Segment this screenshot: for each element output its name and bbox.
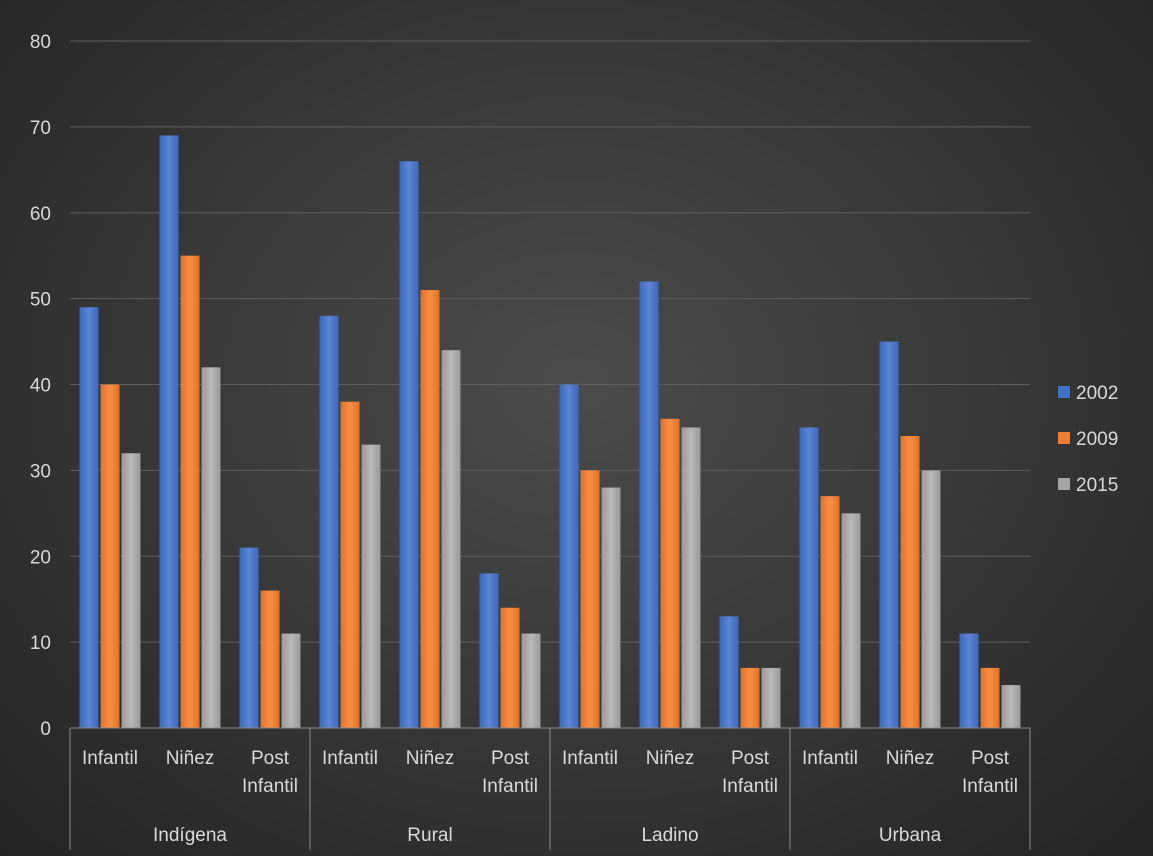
- bar-2009-5: [500, 607, 520, 728]
- bar-2002-9: [799, 427, 819, 728]
- x-category-label: Infantil: [802, 748, 858, 769]
- bar-2009-9: [820, 496, 840, 728]
- x-category-label: Infantil: [322, 748, 378, 769]
- bar-2015-7: [681, 427, 701, 728]
- bar-2009-3: [340, 401, 360, 728]
- bar-2002-11: [959, 633, 979, 728]
- y-tick-label: 50: [30, 290, 51, 311]
- legend-label: 2009: [1076, 429, 1118, 450]
- x-axis: Infantil Niñez Post Infantil Indígena Infanti…: [69, 727, 1031, 850]
- y-tick-label: 40: [30, 376, 51, 397]
- bar-2015-11: [1001, 685, 1021, 728]
- bar-2002-1: [159, 135, 179, 728]
- legend-swatch-2009: [1058, 432, 1070, 444]
- y-tick-label: 60: [30, 204, 51, 225]
- bar-2002-3: [319, 315, 339, 728]
- y-tick-label: 20: [30, 547, 51, 568]
- bar-2009-8: [740, 667, 760, 728]
- x-category-label: Infantil: [82, 748, 138, 769]
- bar-2015-0: [121, 453, 141, 728]
- bar-2009-0: [100, 384, 120, 728]
- bar-2015-8: [761, 667, 781, 728]
- x-category-label: Infantil: [242, 776, 298, 797]
- y-axis: 0 10 20 30 40 50 60 70 80: [30, 32, 51, 740]
- x-category-label: Post: [731, 748, 770, 769]
- x-category-label: Infantil: [962, 776, 1018, 797]
- bar-2015-2: [281, 633, 301, 728]
- gridlines: [70, 40, 1030, 643]
- x-category-label: Infantil: [482, 776, 538, 797]
- y-tick-label: 0: [40, 719, 51, 740]
- bar-2015-1: [201, 367, 221, 728]
- bar-2002-8: [719, 616, 739, 728]
- y-tick-label: 30: [30, 461, 51, 482]
- bar-2015-4: [441, 350, 461, 728]
- bar-2002-7: [639, 281, 659, 728]
- x-category-label: Niñez: [886, 748, 935, 769]
- bars: [79, 135, 1021, 729]
- bar-2009-4: [420, 290, 440, 728]
- bar-2009-6: [580, 470, 600, 728]
- group-label: Urbana: [879, 825, 942, 846]
- bar-2002-10: [879, 341, 899, 728]
- legend-swatch-2002: [1058, 386, 1070, 398]
- bar-2015-3: [361, 444, 381, 728]
- bar-2015-10: [921, 470, 941, 728]
- bar-2002-2: [239, 547, 259, 728]
- legend-label: 2015: [1076, 475, 1118, 496]
- bar-2009-11: [980, 667, 1000, 728]
- bar-2015-9: [841, 513, 861, 728]
- x-category-label: Niñez: [406, 748, 455, 769]
- x-category-label: Niñez: [646, 748, 695, 769]
- bar-2002-5: [479, 573, 499, 728]
- bar-2015-5: [521, 633, 541, 728]
- bar-2015-6: [601, 487, 621, 728]
- x-category-label: Post: [251, 748, 290, 769]
- bar-2009-10: [900, 436, 920, 728]
- y-tick-label: 10: [30, 633, 51, 654]
- group-label: Ladino: [641, 825, 698, 846]
- bar-2009-2: [260, 590, 280, 728]
- group-label: Rural: [407, 825, 452, 846]
- legend-label: 2002: [1076, 383, 1118, 404]
- legend-swatch-2015: [1058, 478, 1070, 490]
- y-tick-label: 80: [30, 32, 51, 53]
- legend: 2002 2009 2015: [1058, 383, 1118, 496]
- y-tick-label: 70: [30, 118, 51, 139]
- x-category-label: Infantil: [562, 748, 618, 769]
- group-label: Indígena: [153, 825, 227, 846]
- x-category-label: Infantil: [722, 776, 778, 797]
- bar-2002-0: [79, 307, 99, 728]
- bar-2002-6: [559, 384, 579, 728]
- bar-2002-4: [399, 161, 419, 729]
- x-category-label: Post: [971, 748, 1010, 769]
- x-category-label: Niñez: [166, 748, 215, 769]
- bar-2009-1: [180, 255, 200, 728]
- x-category-label: Post: [491, 748, 530, 769]
- bar-2009-7: [660, 418, 680, 728]
